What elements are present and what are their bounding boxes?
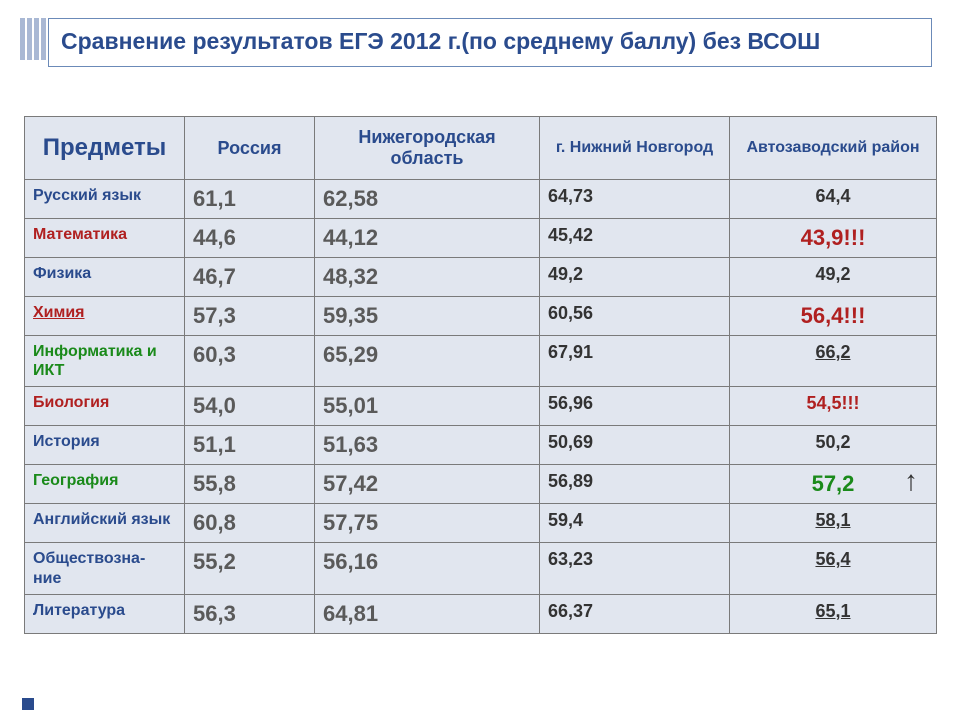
table-row: Биология54,055,0156,9654,5!!!	[25, 387, 937, 426]
region-cell: 57,42	[315, 465, 540, 504]
russia-cell: 51,1	[185, 426, 315, 465]
region-cell: 44,12	[315, 219, 540, 258]
city-cell: 60,56	[540, 297, 730, 336]
region-cell: 56,16	[315, 543, 540, 594]
col-subjects: Предметы	[25, 117, 185, 180]
table-row: Литература56,364,8166,3765,1	[25, 594, 937, 633]
subject-cell: Русский язык	[25, 180, 185, 219]
region-cell: 48,32	[315, 258, 540, 297]
table-row: Обществозна- ние55,256,1663,2356,4	[25, 543, 937, 594]
city-cell: 66,37	[540, 594, 730, 633]
col-district: Автозаводский район	[730, 117, 937, 180]
russia-cell: 57,3	[185, 297, 315, 336]
district-cell: 56,4!!!	[730, 297, 937, 336]
subject-cell: Биология	[25, 387, 185, 426]
region-cell: 51,63	[315, 426, 540, 465]
district-cell: 43,9!!!	[730, 219, 937, 258]
district-cell: 57,2↑	[730, 465, 937, 504]
subject-cell: Английский язык	[25, 504, 185, 543]
subject-cell: Информатика и ИКТ	[25, 336, 185, 387]
district-cell: 54,5!!!	[730, 387, 937, 426]
russia-cell: 44,6	[185, 219, 315, 258]
city-cell: 59,4	[540, 504, 730, 543]
subject-cell: Физика	[25, 258, 185, 297]
region-cell: 59,35	[315, 297, 540, 336]
city-cell: 49,2	[540, 258, 730, 297]
city-cell: 50,69	[540, 426, 730, 465]
up-arrow-icon: ↑	[904, 465, 918, 497]
russia-cell: 54,0	[185, 387, 315, 426]
district-cell: 58,1	[730, 504, 937, 543]
comparison-table: Предметы Россия Нижегородская область г.…	[24, 116, 936, 634]
city-cell: 56,96	[540, 387, 730, 426]
table-row: Математика44,644,1245,4243,9!!!	[25, 219, 937, 258]
city-cell: 56,89	[540, 465, 730, 504]
col-russia: Россия	[185, 117, 315, 180]
district-cell: 50,2	[730, 426, 937, 465]
table-header-row: Предметы Россия Нижегородская область г.…	[25, 117, 937, 180]
table-row: Химия57,359,3560,5656,4!!!	[25, 297, 937, 336]
district-cell: 64,4	[730, 180, 937, 219]
region-cell: 55,01	[315, 387, 540, 426]
russia-cell: 56,3	[185, 594, 315, 633]
region-cell: 64,81	[315, 594, 540, 633]
district-cell: 65,1	[730, 594, 937, 633]
table-row: История51,151,6350,6950,2	[25, 426, 937, 465]
decor-bars	[20, 18, 46, 60]
subject-cell: Обществозна- ние	[25, 543, 185, 594]
page-title: Сравнение результатов ЕГЭ 2012 г.(по сре…	[61, 27, 919, 56]
subject-cell: Математика	[25, 219, 185, 258]
russia-cell: 60,8	[185, 504, 315, 543]
russia-cell: 55,8	[185, 465, 315, 504]
subject-cell: История	[25, 426, 185, 465]
subject-cell: Химия	[25, 297, 185, 336]
subject-cell: Литература	[25, 594, 185, 633]
russia-cell: 46,7	[185, 258, 315, 297]
region-cell: 65,29	[315, 336, 540, 387]
city-cell: 63,23	[540, 543, 730, 594]
region-cell: 62,58	[315, 180, 540, 219]
col-city: г. Нижний Новгород	[540, 117, 730, 180]
russia-cell: 55,2	[185, 543, 315, 594]
region-cell: 57,75	[315, 504, 540, 543]
table-row: Физика46,748,3249,249,2	[25, 258, 937, 297]
russia-cell: 61,1	[185, 180, 315, 219]
col-region: Нижегородская область	[315, 117, 540, 180]
district-cell: 56,4	[730, 543, 937, 594]
table-row: Русский язык61,162,5864,7364,4	[25, 180, 937, 219]
city-cell: 64,73	[540, 180, 730, 219]
city-cell: 45,42	[540, 219, 730, 258]
table-row: Информатика и ИКТ60,365,2967,9166,2	[25, 336, 937, 387]
district-cell: 49,2	[730, 258, 937, 297]
footer-square-icon	[22, 698, 34, 710]
table-row: География55,857,4256,8957,2↑	[25, 465, 937, 504]
table-row: Английский язык60,857,7559,458,1	[25, 504, 937, 543]
title-box: Сравнение результатов ЕГЭ 2012 г.(по сре…	[48, 18, 932, 67]
russia-cell: 60,3	[185, 336, 315, 387]
district-cell: 66,2	[730, 336, 937, 387]
subject-cell: География	[25, 465, 185, 504]
city-cell: 67,91	[540, 336, 730, 387]
